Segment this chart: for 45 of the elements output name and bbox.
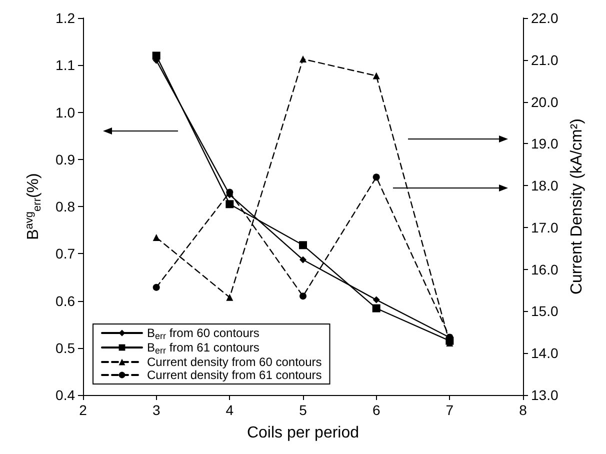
y2-tick-label: 15.0 bbox=[531, 303, 558, 320]
y-tick-label: 0.5 bbox=[56, 340, 76, 356]
y2-tick-label: 19.0 bbox=[531, 136, 558, 152]
point bbox=[372, 296, 380, 304]
point bbox=[152, 234, 160, 241]
point bbox=[300, 256, 306, 264]
point bbox=[152, 52, 160, 60]
point bbox=[372, 72, 380, 80]
point bbox=[226, 294, 234, 301]
x-tick-label: 4 bbox=[226, 402, 234, 418]
y-tick-label: 0.8 bbox=[56, 198, 76, 214]
x-tick-label: 5 bbox=[299, 402, 308, 418]
x-tick-label: 3 bbox=[152, 402, 160, 418]
y-tick-label: 0.9 bbox=[56, 151, 76, 168]
y2-tick-label: 20.0 bbox=[531, 94, 558, 110]
x-tick-label: 6 bbox=[372, 402, 380, 418]
y2-tick-label: 17.0 bbox=[531, 219, 558, 236]
x-tick-label: 2 bbox=[79, 402, 88, 418]
y2-tick-label: 21.0 bbox=[531, 52, 558, 68]
y2-tick-label: 13.0 bbox=[531, 387, 558, 403]
point bbox=[372, 304, 380, 312]
y2-tick-label: 22.0 bbox=[531, 10, 558, 26]
x-tick-label: 7 bbox=[446, 402, 454, 418]
x-tick-label: 8 bbox=[519, 402, 528, 418]
x-axis-title: Coils per period bbox=[246, 424, 360, 442]
point bbox=[300, 292, 306, 300]
y-tick-label: 1.0 bbox=[56, 104, 76, 120]
y-tick-label: 0.7 bbox=[56, 246, 76, 262]
y2-axis-title: Current Density (kA/cm²) bbox=[568, 118, 586, 295]
legend-label: Current density from 61 contours bbox=[147, 368, 322, 382]
point bbox=[300, 56, 306, 63]
y-axis-title: Bavgerr(%) bbox=[24, 173, 44, 240]
point bbox=[226, 200, 234, 208]
y2-tick-label: 18.0 bbox=[531, 178, 558, 194]
y-tick-label: 1.2 bbox=[56, 10, 76, 26]
y-tick-label: 1.1 bbox=[56, 57, 76, 74]
point bbox=[372, 174, 380, 181]
y2-tick-label: 14.0 bbox=[531, 345, 558, 362]
legend-label: Current density from 60 contours bbox=[147, 355, 322, 369]
y-tick-label: 0.6 bbox=[56, 292, 76, 309]
point bbox=[299, 241, 307, 250]
point bbox=[446, 336, 454, 345]
point bbox=[152, 284, 160, 291]
y2-tick-label: 16.0 bbox=[531, 261, 558, 278]
y-tick-label: 0.4 bbox=[56, 387, 76, 403]
